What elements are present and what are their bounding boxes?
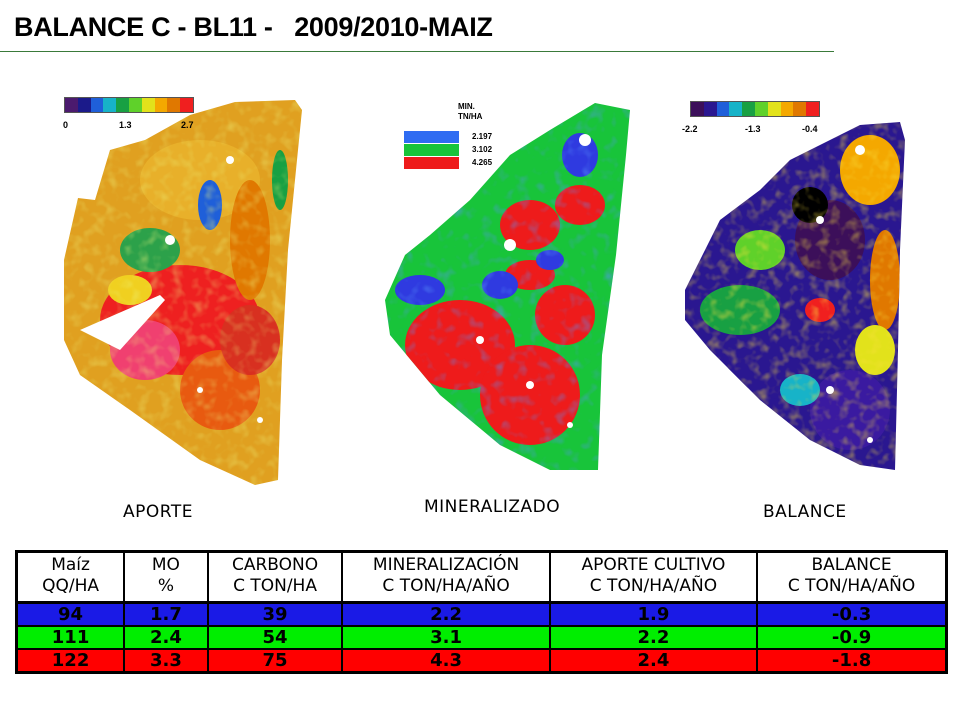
title-underline bbox=[0, 51, 834, 52]
table-cell: -1.8 bbox=[756, 648, 948, 674]
table-cell: 2.4 bbox=[123, 625, 209, 650]
mineralizado-legend-swatch-green bbox=[404, 144, 459, 156]
table-cell: -0.9 bbox=[756, 625, 948, 650]
header-mineralizacion: MINERALIZACIÓN C TON/HA/AÑO bbox=[341, 551, 551, 603]
balance-legend-tick-max: -0.4 bbox=[802, 124, 818, 134]
mineralizado-legend-swatch-blue bbox=[404, 131, 459, 143]
header-carbono: CARBONO C TON/HA bbox=[206, 551, 344, 603]
table-header-row: Maíz QQ/HA MO% CARBONO C TON/HA MINERALIZA… bbox=[15, 551, 948, 603]
summary-table: Maíz QQ/HA MO% CARBONO C TON/HA MINERALIZA… bbox=[15, 550, 948, 674]
table-cell: -0.3 bbox=[756, 601, 948, 627]
table-cell: 75 bbox=[206, 648, 344, 674]
mineralizado-legend: MIN. TN/HA 2.197 3.102 4.265 bbox=[400, 100, 520, 180]
aporte-label: APORTE bbox=[123, 502, 193, 522]
table-cell: 2.2 bbox=[341, 601, 551, 627]
header-maiz: Maíz QQ/HA bbox=[15, 551, 126, 603]
mineralizado-legend-header-1: MIN. bbox=[458, 102, 475, 111]
balance-map bbox=[685, 122, 905, 470]
table-cell: 3.3 bbox=[123, 648, 209, 674]
table-row: 111 2.4 54 3.1 2.2 -0.9 bbox=[15, 625, 948, 650]
mineralizado-legend-value: 4.265 bbox=[472, 158, 493, 167]
mineralizado-legend-value: 2.197 bbox=[472, 132, 493, 141]
table-cell: 54 bbox=[206, 625, 344, 650]
table-cell: 122 bbox=[15, 648, 126, 674]
table-row: 122 3.3 75 4.3 2.4 -1.8 bbox=[15, 648, 948, 674]
page-title: BALANCE C - BL11 - 2009/2010-MAIZ bbox=[14, 12, 493, 42]
mineralizado-legend-value: 3.102 bbox=[472, 145, 493, 154]
table-cell: 2.2 bbox=[548, 625, 759, 650]
table-cell: 39 bbox=[206, 601, 344, 627]
aporte-legend-tick-min: 0 bbox=[63, 120, 69, 130]
aporte-legend-bar bbox=[64, 97, 194, 113]
balance-legend-bar bbox=[690, 101, 820, 117]
balance-label: BALANCE bbox=[763, 502, 847, 522]
table-cell: 2.4 bbox=[548, 648, 759, 674]
mineralizado-legend-swatch-red bbox=[404, 157, 459, 169]
header-aporte-cultivo: APORTE CULTIVO C TON/HA/AÑO bbox=[548, 551, 759, 603]
table-cell: 94 bbox=[15, 601, 126, 627]
balance-legend-tick-mid: -1.3 bbox=[745, 124, 761, 134]
mineralizado-label: MINERALIZADO bbox=[424, 497, 561, 517]
table-cell: 111 bbox=[15, 625, 126, 650]
header-mo: MO% bbox=[123, 551, 209, 603]
table-row: 94 1.7 39 2.2 1.9 -0.3 bbox=[15, 601, 948, 627]
header-balance: BALANCE C TON/HA/AÑO bbox=[756, 551, 948, 603]
table-cell: 1.7 bbox=[123, 601, 209, 627]
aporte-legend-tick-max: 2.7 bbox=[181, 120, 194, 130]
table-cell: 3.1 bbox=[341, 625, 551, 650]
table-cell: 1.9 bbox=[548, 601, 759, 627]
aporte-map bbox=[64, 100, 302, 485]
aporte-legend-tick-mid: 1.3 bbox=[119, 120, 132, 130]
balance-legend-tick-min: -2.2 bbox=[682, 124, 698, 134]
table-cell: 4.3 bbox=[341, 648, 551, 674]
mineralizado-legend-header-2: TN/HA bbox=[458, 112, 483, 121]
